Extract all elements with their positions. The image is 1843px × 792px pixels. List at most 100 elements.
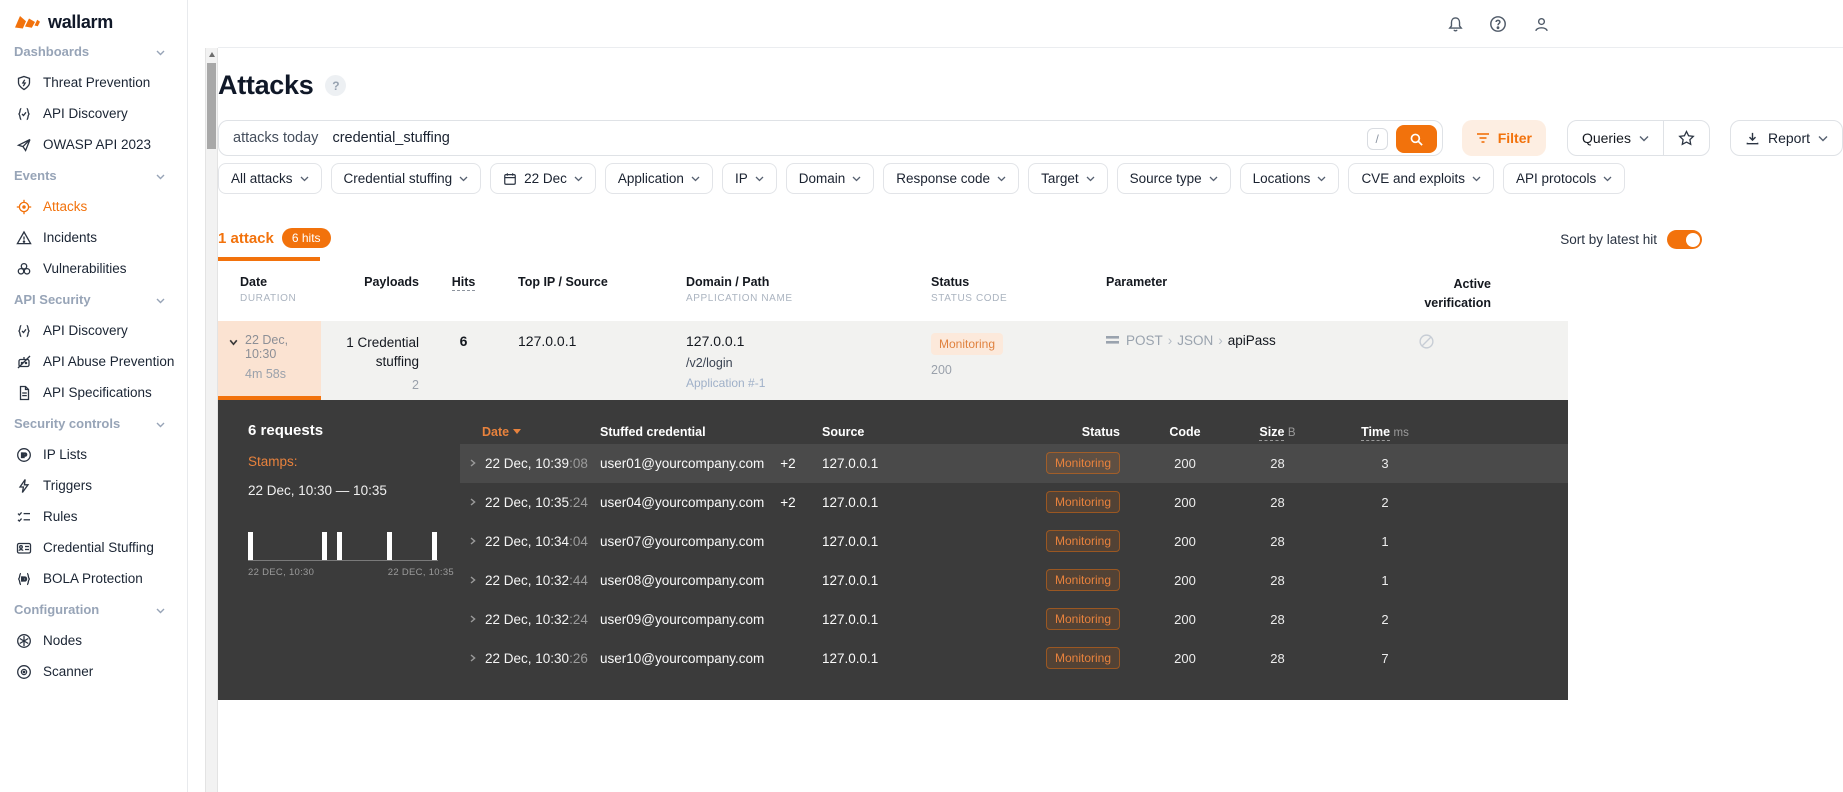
attack-hits: 6 xyxy=(459,332,468,349)
scroll-up-arrow[interactable] xyxy=(206,48,217,61)
attacks-count-label: 1 attack xyxy=(218,229,274,247)
sidebar-item-credential-stuffing[interactable]: Credential Stuffing xyxy=(0,532,187,563)
chevron-down-icon xyxy=(156,416,165,431)
expand-chevron-icon[interactable] xyxy=(468,653,477,663)
expand-chevron-icon[interactable] xyxy=(468,458,477,468)
chip-application[interactable]: Application xyxy=(604,163,713,194)
parameter-name: apiPass xyxy=(1227,332,1276,348)
attack-duration: 4m 58s xyxy=(245,366,286,381)
sidebar-item-rules[interactable]: Rules xyxy=(0,501,187,532)
chip-date[interactable]: 22 Dec xyxy=(490,163,596,194)
stamps-link[interactable]: Stamps: xyxy=(248,453,298,469)
search-input[interactable]: attacks today credential_stuffing / xyxy=(218,120,1443,156)
report-button[interactable]: Report xyxy=(1729,120,1843,156)
sidebar-section-security-controls[interactable]: Security controls xyxy=(0,408,187,439)
user-account-icon[interactable] xyxy=(1530,13,1552,35)
stamps-chart-bar xyxy=(337,531,343,560)
ip-circle-icon: IP xyxy=(15,446,32,463)
chip-target[interactable]: Target xyxy=(1028,163,1108,194)
collapse-chevron-icon[interactable] xyxy=(228,335,239,400)
sort-by-latest-hit-toggle[interactable] xyxy=(1667,230,1702,249)
sidebar-item-incidents[interactable]: Incidents xyxy=(0,222,187,253)
sidebar-item-bola-protection[interactable]: ID BOLA Protection xyxy=(0,563,187,594)
sidebar-item-triggers[interactable]: Triggers xyxy=(0,470,187,501)
sidebar-item-api-discovery-2[interactable]: API Discovery xyxy=(0,315,187,346)
queries-group: Queries xyxy=(1566,120,1710,156)
status-badge: Monitoring xyxy=(1045,452,1120,474)
lightning-icon xyxy=(15,477,32,494)
request-row[interactable]: 22 Dec, 10:34:04 user07@yourcompany.com … xyxy=(460,522,1568,561)
requests-table: Date Stuffed credential Source Status Co… xyxy=(460,400,1568,700)
chip-credential-stuffing[interactable]: Credential stuffing xyxy=(330,163,482,194)
wallarm-logo-icon xyxy=(15,15,40,28)
calendar-icon xyxy=(504,172,516,185)
attack-date-cell: 22 Dec, 10:30 4m 58s xyxy=(218,320,321,400)
wallarm-logo[interactable]: wallarm xyxy=(0,0,187,44)
sidebar-item-api-abuse-prevention[interactable]: API Abuse Prevention xyxy=(0,346,187,377)
scrollbar-thumb[interactable] xyxy=(207,63,216,149)
tab-attacks-count[interactable]: 1 attack 6 hits xyxy=(218,228,331,248)
sidebar-item-vulnerabilities[interactable]: Vulnerabilities xyxy=(0,253,187,284)
chip-api-protocols[interactable]: API protocols xyxy=(1503,163,1626,194)
help-circle-icon[interactable] xyxy=(1487,13,1509,35)
paper-plane-icon xyxy=(15,136,32,153)
sidebar-item-owasp-api-2023[interactable]: OWASP API 2023 xyxy=(0,129,187,160)
favorite-query-button[interactable] xyxy=(1662,121,1709,155)
main-content: Attacks ? attacks today credential_stuff… xyxy=(218,0,1843,792)
chip-ip[interactable]: IP xyxy=(721,163,777,194)
sidebar-item-api-specifications[interactable]: API Specifications xyxy=(0,377,187,408)
sidebar-item-nodes[interactable]: Nodes xyxy=(0,625,187,656)
queries-dropdown[interactable]: Queries xyxy=(1568,121,1663,155)
filter-button[interactable]: Filter xyxy=(1461,120,1546,156)
sidebar-item-api-discovery[interactable]: API Discovery xyxy=(0,98,187,129)
sidebar-item-attacks[interactable]: Attacks xyxy=(0,191,187,222)
parameter-part: JSON xyxy=(1177,332,1214,348)
sidebar-item-threat-prevention[interactable]: Threat Prevention xyxy=(0,67,187,98)
time-column-header[interactable]: Time xyxy=(1361,424,1391,441)
search-button[interactable] xyxy=(1395,125,1437,153)
notifications-bell-icon[interactable] xyxy=(1444,13,1466,35)
payload-hits-count: 2 xyxy=(412,377,419,392)
page-help-icon[interactable]: ? xyxy=(325,75,347,96)
radar-icon xyxy=(15,663,32,680)
expand-chevron-icon[interactable] xyxy=(468,536,477,546)
sidebar-section-dashboards[interactable]: Dashboards xyxy=(0,36,187,67)
size-column-header[interactable]: Size xyxy=(1259,424,1285,441)
chip-domain[interactable]: Domain xyxy=(785,163,875,194)
attack-path: /v2/login xyxy=(686,355,733,370)
active-tab-indicator xyxy=(218,257,320,261)
attack-row[interactable]: 22 Dec, 10:30 4m 58s 1 Credential stuffi… xyxy=(218,320,1568,400)
chevron-down-icon xyxy=(997,176,1006,182)
expand-chevron-icon[interactable] xyxy=(468,575,477,585)
attack-application: Application #-1 xyxy=(686,375,766,390)
attack-domain-cell: 127.0.0.1 /v2/login Application #-1 xyxy=(651,321,896,400)
sidebar-item-scanner[interactable]: Scanner xyxy=(0,656,187,687)
status-badge: Monitoring xyxy=(931,332,1004,355)
hits-column-header[interactable]: Hits xyxy=(451,275,476,291)
request-row[interactable]: 22 Dec, 10:32:24 user09@yourcompany.com … xyxy=(460,600,1568,639)
request-row[interactable]: 22 Dec, 10:35:24 user04@yourcompany.com +… xyxy=(460,483,1568,522)
sidebar-section-api-security[interactable]: API Security xyxy=(0,284,187,315)
request-row[interactable]: 22 Dec, 10:30:26 user10@yourcompany.com … xyxy=(460,639,1568,678)
sidebar-item-ip-lists[interactable]: IP IP Lists xyxy=(0,439,187,470)
chip-response-code[interactable]: Response code xyxy=(883,163,1020,194)
expand-chevron-icon[interactable] xyxy=(468,614,477,624)
chip-all-attacks[interactable]: All attacks xyxy=(218,163,322,194)
status-badge: Monitoring xyxy=(1045,530,1120,552)
chevron-down-icon xyxy=(1603,176,1612,182)
chip-locations[interactable]: Locations xyxy=(1239,163,1340,194)
search-icon xyxy=(1410,133,1423,146)
warning-triangle-icon xyxy=(15,229,32,246)
expand-chevron-icon[interactable] xyxy=(468,497,477,507)
id-card-icon xyxy=(15,539,32,556)
date-sort-header[interactable]: Date xyxy=(460,425,600,439)
request-row[interactable]: 22 Dec, 10:32:44 user08@yourcompany.com … xyxy=(460,561,1568,600)
target-icon xyxy=(15,198,32,215)
chip-cve-and-exploits[interactable]: CVE and exploits xyxy=(1348,163,1494,194)
chip-source-type[interactable]: Source type xyxy=(1116,163,1231,194)
vertical-scrollbar[interactable] xyxy=(205,48,218,792)
request-row[interactable]: 22 Dec, 10:39:08 user01@yourcompany.com +… xyxy=(460,443,1568,483)
sidebar-section-events[interactable]: Events xyxy=(0,160,187,191)
sidebar-section-configuration[interactable]: Configuration xyxy=(0,594,187,625)
attack-detail-panel: 6 requests Stamps: 22 Dec, 10:30 — 10:35… xyxy=(218,399,1568,700)
